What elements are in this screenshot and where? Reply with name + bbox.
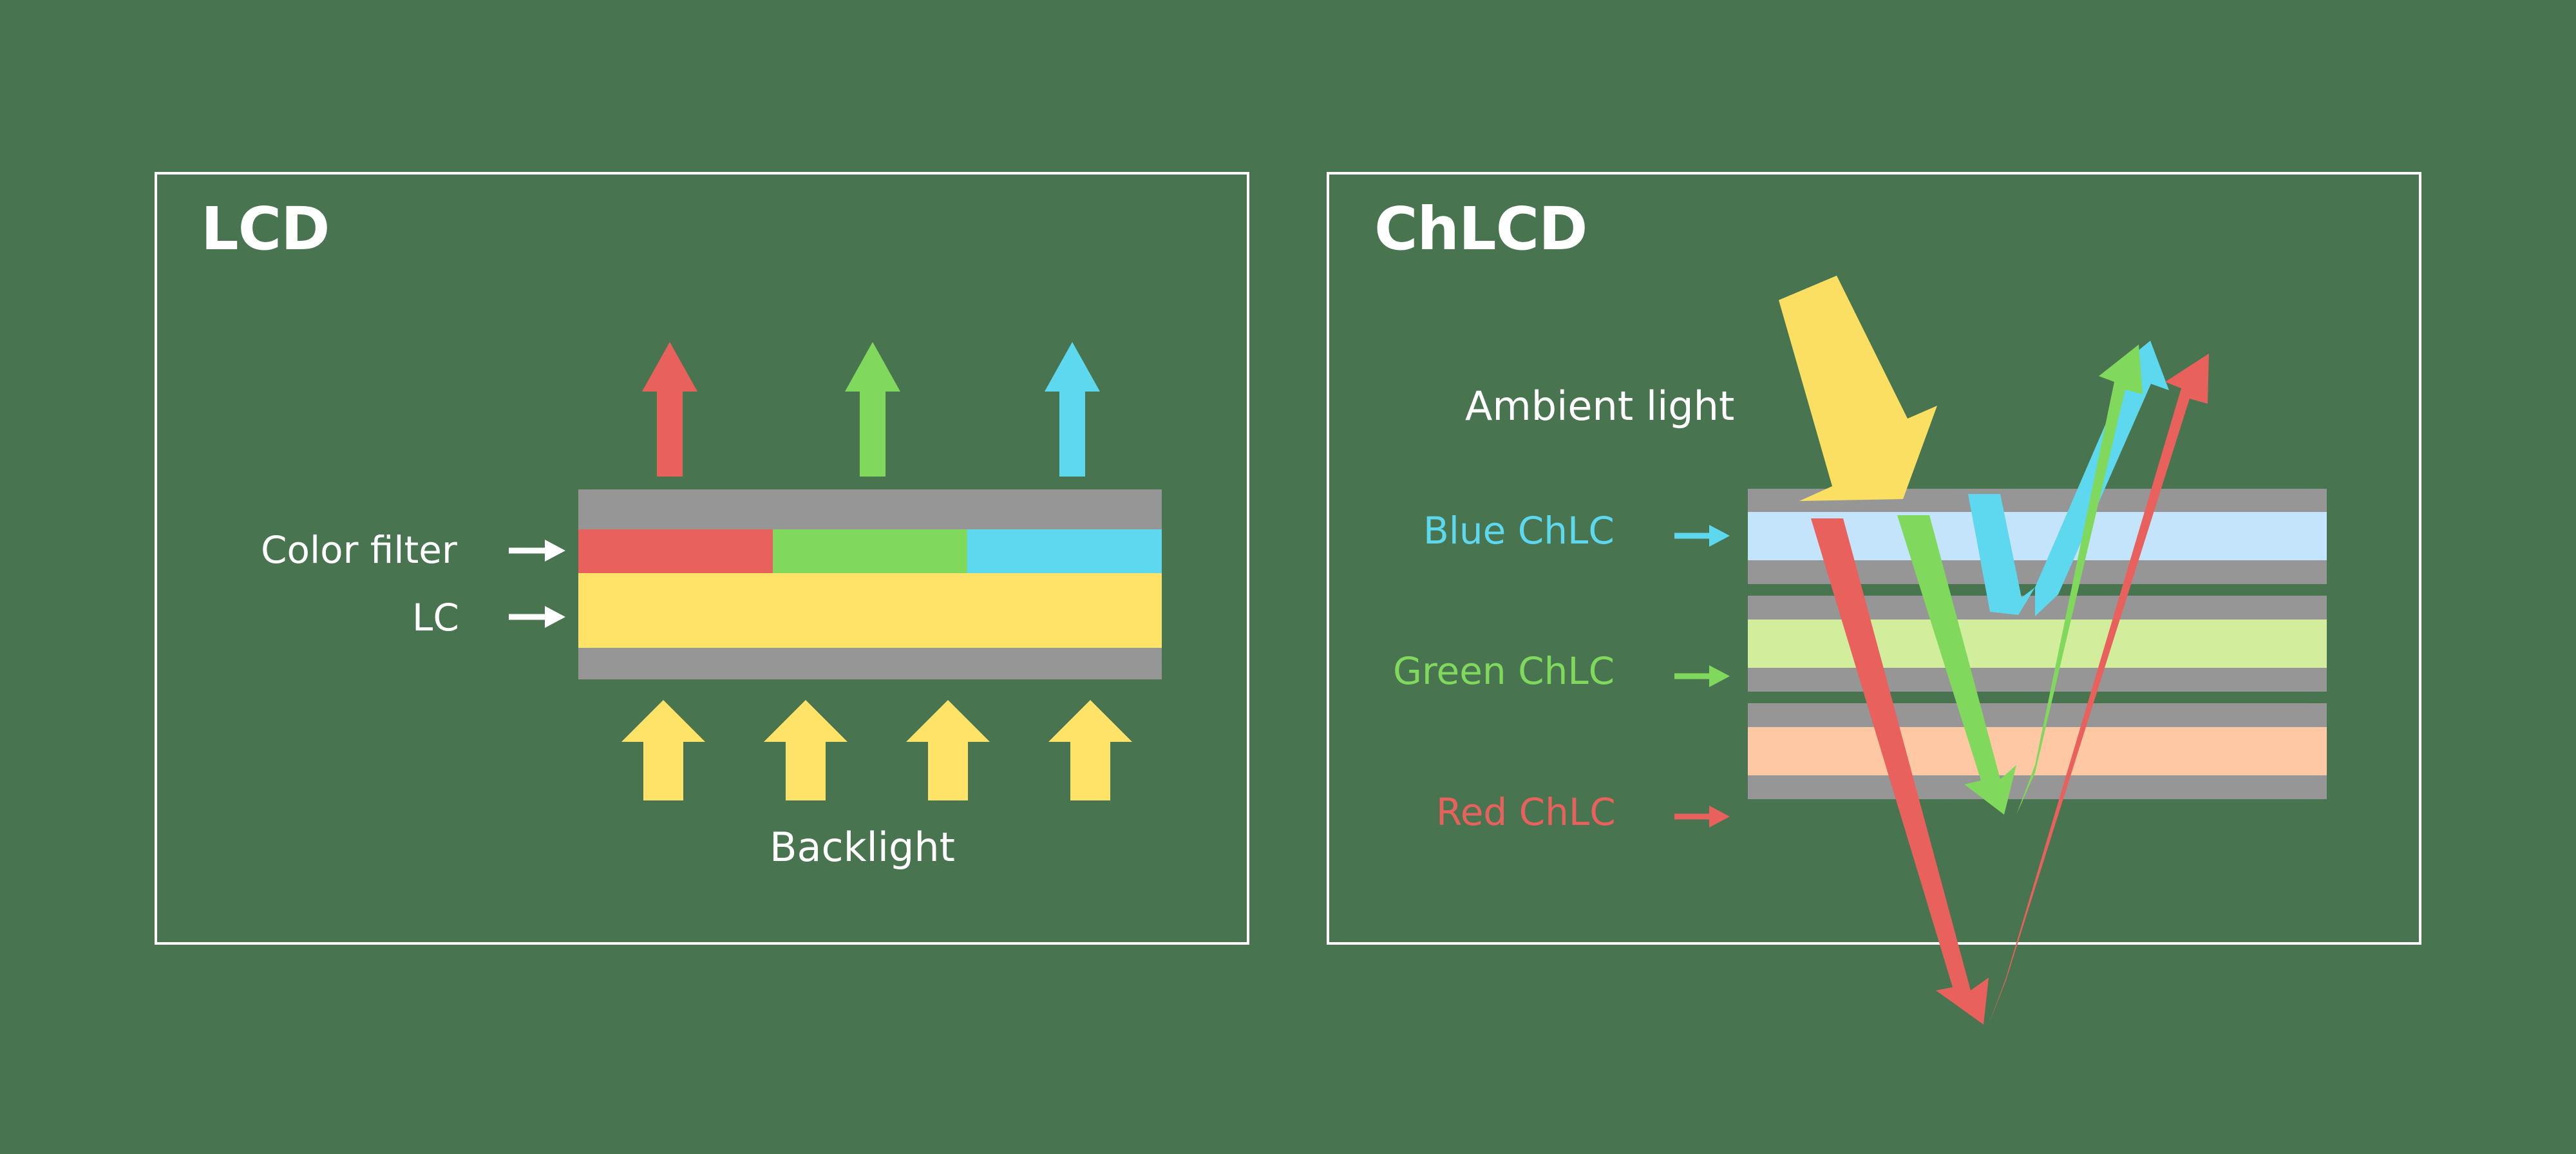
- lcd-backlight-label: Backlight: [770, 824, 955, 871]
- lcd-color-filter-blue: [967, 529, 1162, 573]
- chlcd-panel-title: ChLCD: [1374, 194, 1588, 263]
- lcd-color-filter-label: Color filter: [261, 528, 457, 572]
- chlcd-red-chlc-layer: [1748, 727, 2327, 775]
- lcd-panel: [155, 172, 1249, 945]
- chlcd-red-bottom-gray: [1748, 775, 2327, 799]
- chlcd-blue-bottom-gray: [1748, 560, 2327, 584]
- chlcd-blue-top-gray: [1748, 489, 2327, 512]
- lcd-color-filter-red: [578, 529, 773, 573]
- lcd-panel-title: LCD: [201, 194, 330, 263]
- red-chlc-label: Red ChLC: [1436, 790, 1616, 834]
- chlcd-green-chlc-layer: [1748, 620, 2327, 668]
- chlcd-red-top-gray: [1748, 703, 2327, 727]
- lcd-top-electrode: [578, 489, 1162, 529]
- chlcd-green-top-gray: [1748, 596, 2327, 620]
- blue-chlc-label: Blue ChLC: [1423, 509, 1615, 553]
- green-chlc-label: Green ChLC: [1393, 649, 1615, 693]
- lcd-liquid-crystal-layer: [578, 573, 1162, 648]
- ambient-light-label: Ambient light: [1465, 383, 1735, 430]
- chlcd-green-bottom-gray: [1748, 668, 2327, 692]
- lcd-lc-label: LC: [412, 596, 459, 639]
- lcd-color-filter-green: [773, 529, 967, 573]
- chlcd-blue-chlc-layer: [1748, 512, 2327, 560]
- lcd-bottom-electrode: [578, 648, 1162, 679]
